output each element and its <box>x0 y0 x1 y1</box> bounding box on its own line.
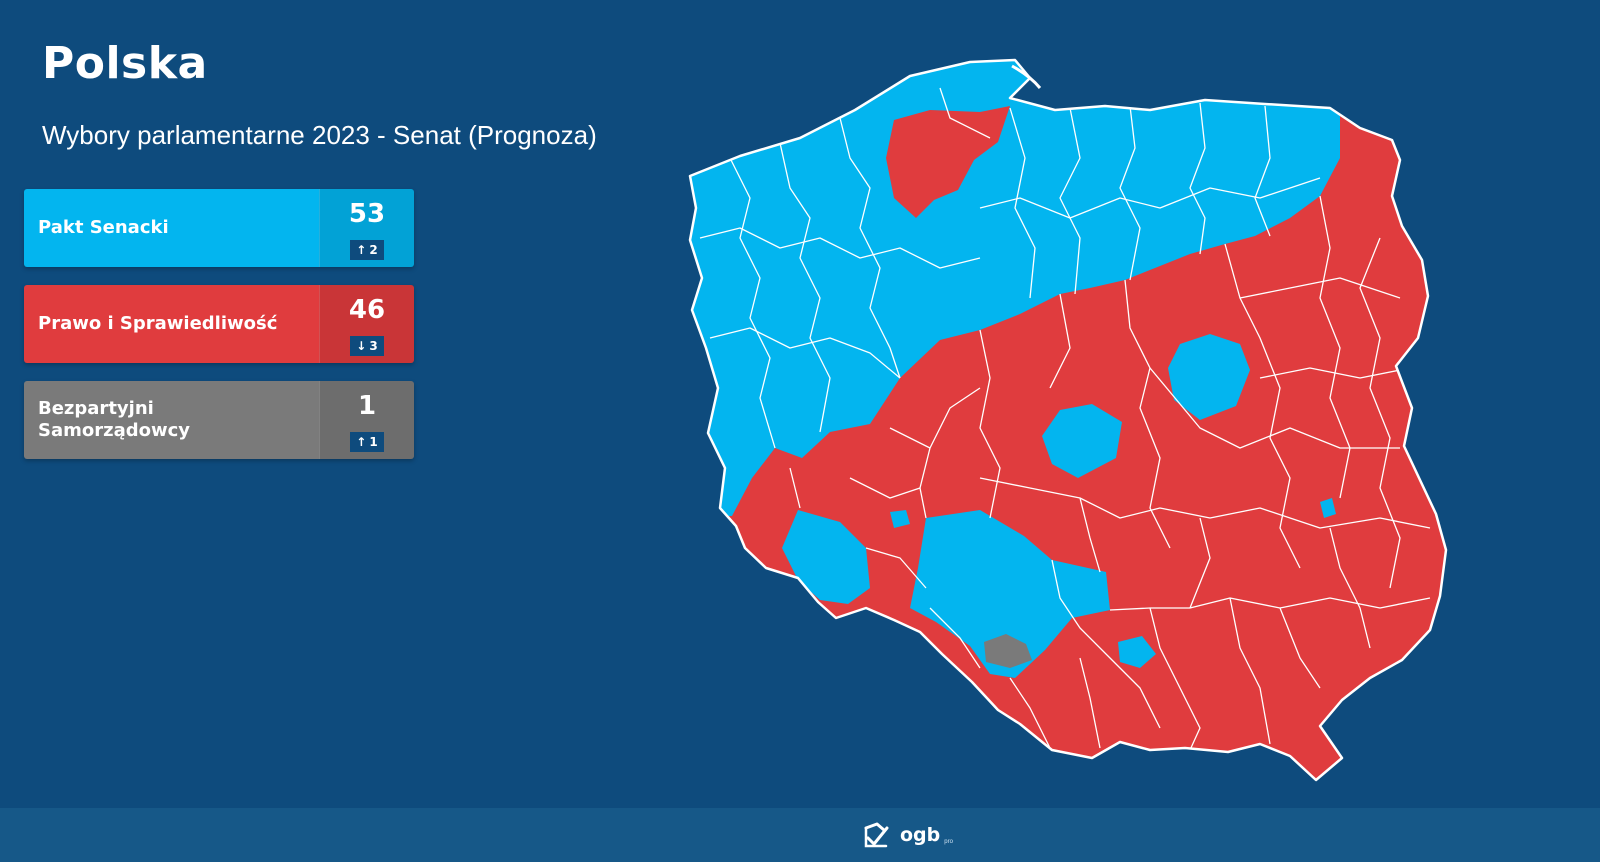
page-title: Polska <box>42 38 208 89</box>
region-bezpartyjni <box>984 634 1032 668</box>
seat-box: 1 ↑ 1 <box>319 381 414 459</box>
seat-box: 46 ↓ 3 <box>319 285 414 363</box>
results-legend: Pakt Senacki 53 ↑ 2 Prawo i Sprawiedliwo… <box>24 189 414 477</box>
seat-box: 53 ↑ 2 <box>319 189 414 267</box>
seat-change-value: 2 <box>369 243 378 257</box>
arrow-up-icon: ↑ <box>356 435 367 449</box>
region-pakt-lower-silesia <box>782 510 870 604</box>
region-pakt-wroclaw <box>890 510 910 528</box>
logo-text: ogb <box>900 824 941 846</box>
seat-count: 1 <box>357 391 377 421</box>
ogb-logo-icon <box>864 822 889 848</box>
region-pis-slupsk <box>886 106 1010 218</box>
logo-subtext: pro <box>944 839 953 845</box>
arrow-up-icon: ↑ <box>356 243 367 257</box>
seat-change-value: 1 <box>369 435 378 449</box>
party-card-bezpartyjni[interactable]: Bezpartyjni Samorządowcy 1 ↑ 1 <box>24 381 414 459</box>
poland-senate-map <box>688 58 1448 782</box>
party-card-pakt-senacki[interactable]: Pakt Senacki 53 ↑ 2 <box>24 189 414 267</box>
party-name: Prawo i Sprawiedliwość <box>38 313 278 334</box>
footer-bar: ogb pro <box>0 808 1600 862</box>
seat-change-badge: ↑ 1 <box>350 432 384 452</box>
seat-change-value: 3 <box>369 339 378 353</box>
region-pakt-lodz <box>1042 404 1122 478</box>
seat-count: 53 <box>348 199 386 229</box>
party-name: Pakt Senacki <box>38 217 169 238</box>
region-pakt-lublin <box>1320 498 1336 518</box>
page-subtitle: Wybory parlamentarne 2023 - Senat (Progn… <box>42 120 597 150</box>
party-card-pis[interactable]: Prawo i Sprawiedliwość 46 ↓ 3 <box>24 285 414 363</box>
region-pakt-warsaw <box>1168 334 1250 420</box>
ogb-logo: ogb pro <box>862 818 953 852</box>
region-pakt-silesia <box>910 510 1110 678</box>
district-borders <box>699 87 1431 751</box>
region-pakt-krakow <box>1118 636 1156 668</box>
seat-change-badge: ↑ 2 <box>350 240 384 260</box>
arrow-down-icon: ↓ <box>356 339 367 353</box>
party-name: Bezpartyjni Samorządowcy <box>38 398 191 441</box>
seat-count: 46 <box>348 295 386 325</box>
hel-peninsula <box>1011 64 1042 89</box>
seat-change-badge: ↓ 3 <box>350 336 384 356</box>
